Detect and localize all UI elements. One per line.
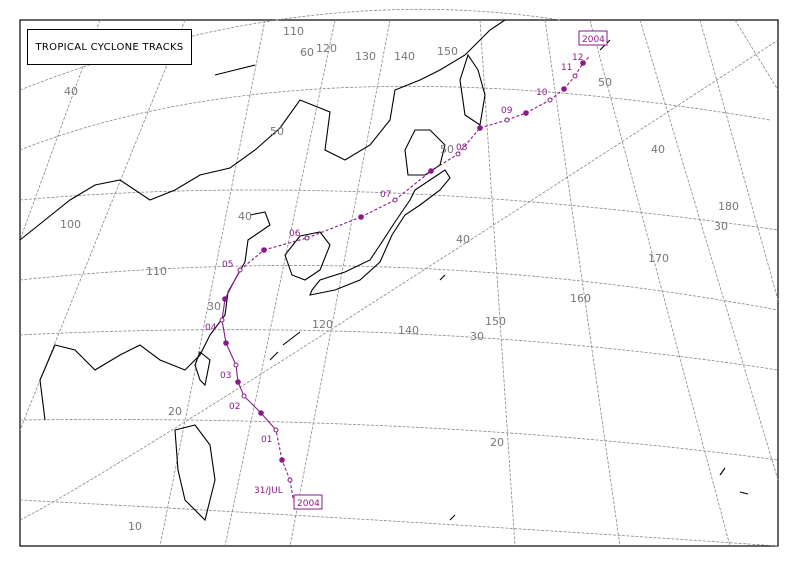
map-title: TROPICAL CYCLONE TRACKS — [27, 29, 192, 65]
lat-label: 60 — [300, 46, 314, 59]
day-label: 10 — [536, 88, 548, 98]
day-label: 02 — [229, 402, 240, 412]
lon-label: 140 — [398, 324, 419, 337]
track-point-12utc — [279, 457, 285, 463]
track-segment — [563, 75, 576, 90]
track-point-00utc — [241, 393, 247, 399]
track-start-label: 31/JUL — [254, 486, 283, 496]
lon-label: 110 — [283, 25, 304, 38]
track-point-12utc — [561, 86, 567, 92]
track-labels: 31/JUL 2004 2004 01 02 03 04 05 06 07 08… — [205, 30, 608, 510]
track-point-12utc — [477, 125, 483, 131]
grid-labels: 110 120 130 140 150 100 110 120 140 150 … — [60, 25, 739, 533]
lon-label: 130 — [355, 50, 376, 63]
track-segment — [525, 99, 551, 114]
day-label: 05 — [222, 260, 233, 270]
day-label: 03 — [220, 371, 231, 381]
track-point-12utc — [258, 410, 264, 416]
track-point-00utc — [233, 362, 239, 368]
track-segment — [289, 479, 294, 499]
lon-label: 150 — [485, 315, 506, 328]
graticule — [19, 8, 779, 547]
track-segment — [221, 319, 227, 344]
lon-label: 160 — [570, 292, 591, 305]
track-segment — [225, 342, 237, 366]
day-label: 07 — [380, 190, 391, 200]
track-point-12utc — [235, 379, 241, 385]
day-label: 08 — [456, 143, 468, 153]
lat-label: 40 — [238, 210, 252, 223]
track-segment — [224, 269, 241, 300]
track-segment — [457, 127, 481, 155]
lon-label: 120 — [316, 42, 337, 55]
track-segment — [263, 237, 308, 251]
lon-label: 180 — [718, 200, 739, 213]
lat-label: 30 — [207, 300, 221, 313]
coastlines — [19, 19, 749, 522]
track-point-00utc — [504, 117, 510, 123]
day-label: 12 — [572, 53, 583, 63]
lon-label: 110 — [146, 265, 167, 278]
day-label: 04 — [205, 323, 217, 333]
lat-label: 50 — [598, 76, 612, 89]
lat-label: 50 — [270, 125, 284, 138]
track-segment — [275, 429, 283, 461]
track-point-12utc — [580, 60, 586, 66]
track-point-00utc — [304, 235, 310, 241]
track-segment — [394, 170, 432, 201]
track-point-00utc — [455, 151, 461, 157]
track-segment — [260, 412, 277, 431]
track-point-00utc — [237, 267, 243, 273]
lat-label: 10 — [128, 520, 142, 533]
track-point-00utc — [273, 427, 279, 433]
track-year-box-end — [578, 30, 608, 46]
lat-label: 40 — [456, 233, 470, 246]
lon-label: 150 — [437, 45, 458, 58]
track-point-12utc — [523, 110, 529, 116]
track-point-00utc — [572, 73, 578, 79]
lon-label: 100 — [60, 218, 81, 231]
track-point-12utc — [358, 214, 364, 220]
track-segment — [506, 112, 527, 121]
lat-label: 20 — [168, 405, 182, 418]
track-year-label: 2004 — [297, 499, 320, 509]
track-segment — [239, 249, 265, 271]
track-segment — [243, 395, 262, 414]
map-frame — [19, 19, 779, 547]
day-label: 01 — [261, 435, 272, 445]
lat-label: 30 — [714, 220, 728, 233]
track-point-00utc — [547, 97, 553, 103]
lat-label: 20 — [490, 436, 504, 449]
track-point-12utc — [428, 168, 434, 174]
track-point-12utc — [222, 296, 228, 302]
track-point-12utc — [261, 247, 267, 253]
lat-label: 50 — [440, 143, 454, 156]
lat-label: 40 — [64, 85, 78, 98]
track-segment — [430, 153, 459, 172]
track-segment — [281, 459, 291, 481]
track-year-label-end: 2004 — [582, 35, 605, 45]
track-point-12utc — [223, 340, 229, 346]
lon-label: 170 — [648, 252, 669, 265]
day-label: 09 — [501, 106, 513, 116]
day-label: 11 — [561, 63, 572, 73]
lon-label: 120 — [312, 318, 333, 331]
lon-label: 140 — [394, 50, 415, 63]
lat-label: 40 — [651, 143, 665, 156]
track-year-box — [293, 494, 323, 510]
cyclone-track — [219, 55, 591, 499]
track-segment — [360, 199, 396, 218]
track-point-00utc — [392, 197, 398, 203]
track-segment — [549, 88, 565, 101]
day-label: 06 — [289, 229, 301, 239]
track-segment — [221, 298, 226, 321]
track-point-00utc — [219, 317, 225, 323]
lat-label: 30 — [470, 330, 484, 343]
track-point-00utc — [287, 477, 293, 483]
track-segment — [235, 364, 239, 383]
